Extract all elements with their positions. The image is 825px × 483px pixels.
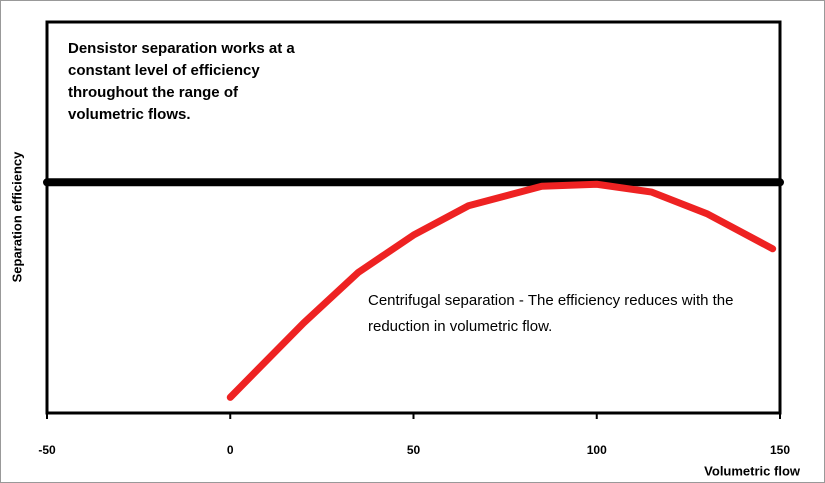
x-tick-label: 0 [227,443,234,457]
x-axis-label: Volumetric flow [704,463,801,478]
annotation: Densistor separation works at a constant… [68,40,295,123]
x-tick-label: 50 [407,443,421,457]
annotation-box: Densistor separation works at a constant… [68,40,295,123]
series-line [226,180,777,401]
x-tick-label: 150 [770,443,790,457]
x-tick-label: 100 [587,443,607,457]
x-tick-label: -50 [38,443,56,457]
annotation: Centrifugal separation - The efficiency … [368,292,734,335]
y-axis-label: Separation efficiency [9,151,24,283]
annotation-box: Centrifugal separation - The efficiency … [368,292,734,335]
